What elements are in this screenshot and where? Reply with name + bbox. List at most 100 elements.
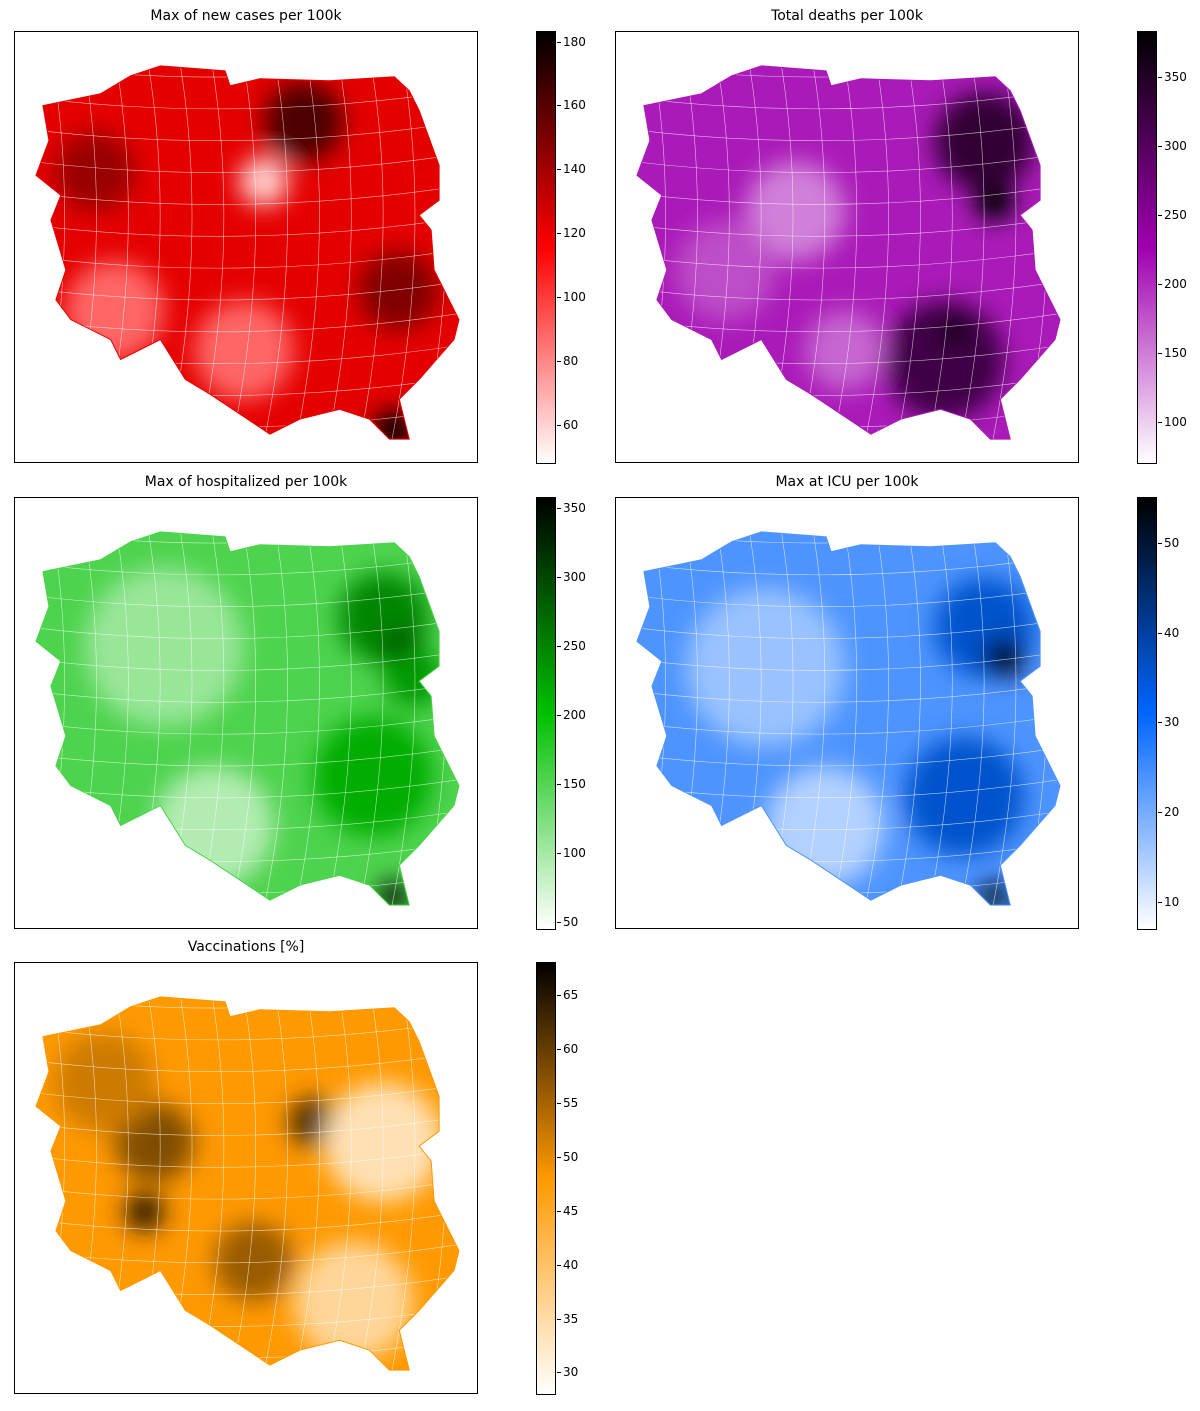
district-border (227, 531, 257, 906)
colorbar-tick-label: 30 (556, 1365, 579, 1380)
district-border (636, 183, 1061, 205)
district-border (323, 996, 352, 1371)
district-border (35, 649, 460, 671)
colorbar-tick-label: 250 (557, 638, 586, 653)
poland-outline (35, 531, 460, 906)
district-border (616, 32, 1078, 45)
district-border (259, 996, 288, 1371)
district-border (35, 903, 460, 906)
district-region (904, 736, 1025, 857)
district-border (35, 151, 460, 173)
panel-title: Max of new cases per 100k (150, 8, 342, 24)
district-region (194, 300, 294, 401)
district-border (355, 65, 384, 440)
district-region (805, 310, 885, 391)
map-axes (14, 497, 478, 929)
district-region (313, 716, 434, 837)
district-border (636, 437, 1061, 440)
district-border (636, 278, 1061, 301)
district-border (355, 531, 384, 906)
panel-title: Vaccinations [%] (187, 939, 305, 955)
district-region (214, 1221, 294, 1302)
district-region (239, 156, 289, 207)
district-region (358, 250, 439, 331)
district-border (35, 531, 460, 544)
district-border (636, 531, 1061, 544)
colorbar-tick-label: 180 (557, 34, 586, 49)
colorbar-tick-label: 150 (557, 776, 586, 791)
district-border (636, 119, 1061, 142)
district-border (828, 531, 858, 906)
district-border (636, 903, 1061, 906)
district-border (35, 246, 460, 269)
district-border (636, 744, 1061, 767)
district-border (636, 214, 1061, 237)
colorbar: 50 100 150 200 250 300 350 (536, 497, 586, 930)
district-border (35, 744, 460, 767)
colorbar-tick-label: 50 (556, 915, 579, 930)
district-border (355, 996, 384, 1371)
colorbar-tick-label: 120 (557, 226, 586, 241)
panel-title: Total deaths per 100k (771, 8, 923, 24)
district-border (616, 498, 1078, 511)
district-border (35, 1050, 460, 1073)
district-region (685, 587, 846, 747)
colorbar-tick-label: 250 (1158, 208, 1187, 223)
district-region (974, 181, 1015, 222)
district-border (956, 65, 985, 440)
colorbar-tick-label: 200 (1158, 276, 1187, 291)
district-border (35, 712, 460, 735)
district-border (636, 617, 1061, 639)
colorbar: 30 35 40 45 50 55 60 65 (536, 962, 578, 1395)
district-border (35, 996, 460, 1009)
colorbar-tick-label: 60 (556, 1042, 579, 1057)
colorbar-tick-label: 80 (556, 353, 579, 368)
district-region (939, 315, 970, 346)
colorbar-tick-label: 10 (1157, 895, 1180, 910)
district-border (636, 712, 1061, 735)
district-border (291, 65, 320, 440)
colorbar-tick-label: 300 (557, 569, 586, 584)
colorbar: 100 150 200 250 300 350 (1137, 31, 1187, 464)
district-border (636, 246, 1061, 269)
colorbar-tick-label: 140 (557, 162, 586, 177)
colorbar-tick-label: 40 (556, 1257, 579, 1272)
district-border (616, 32, 634, 462)
district-border (227, 996, 257, 1371)
district-border (35, 1209, 460, 1232)
district-border (636, 680, 1061, 703)
district-border (291, 996, 320, 1371)
colorbar-tick-label: 50 (1157, 535, 1180, 550)
colorbar-tick-label: 20 (1157, 805, 1180, 820)
district-region (383, 647, 444, 708)
district-border (35, 1177, 460, 1200)
district-region (263, 81, 344, 162)
colorbar-tick-label: 50 (556, 1149, 579, 1164)
district-border (35, 65, 460, 78)
district-border (227, 65, 257, 440)
district-border (291, 531, 320, 906)
district-border (15, 963, 477, 976)
district-border (35, 1114, 460, 1136)
colorbar-tick-label: 65 (556, 988, 579, 1003)
colorbar-tick-label: 30 (1157, 715, 1180, 730)
district-border (15, 32, 477, 45)
district-border (35, 437, 460, 440)
district-border (35, 119, 460, 142)
colorbar-tick-label: 100 (557, 289, 586, 304)
district-border (35, 585, 460, 608)
district-border (924, 65, 953, 440)
map-axes (615, 31, 1079, 463)
colorbar-tick-label: 45 (556, 1203, 579, 1218)
colorbar-tick-label: 300 (1158, 139, 1187, 154)
district-region (979, 881, 1010, 906)
district-border (636, 65, 1061, 78)
district-border (35, 214, 460, 237)
district-border (15, 32, 33, 462)
colorbar-tick-label: 200 (557, 707, 586, 722)
map-axes (615, 497, 1079, 929)
district-region (884, 300, 1005, 421)
district-border (892, 531, 921, 906)
district-border (323, 531, 352, 906)
colorbar-tick-label: 160 (557, 98, 586, 113)
